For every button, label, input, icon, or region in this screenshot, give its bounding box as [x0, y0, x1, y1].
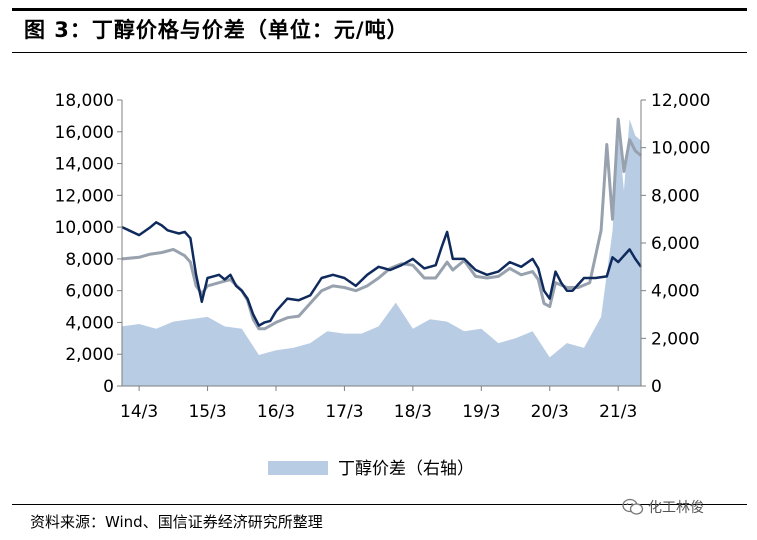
y-left-tick-label: 16,000 — [55, 123, 114, 143]
x-tick-label: 21/3 — [599, 402, 637, 422]
y-left-tick-label: 10,000 — [55, 218, 114, 238]
y-left-tick-label: 12,000 — [55, 186, 114, 206]
y-left-tick-label: 18,000 — [55, 91, 114, 111]
y-right-tick-label: 0 — [651, 377, 662, 397]
y-left-tick-label: 8,000 — [65, 250, 114, 270]
x-tick-label: 17/3 — [325, 402, 363, 422]
y-right-tick-label: 4,000 — [651, 282, 700, 302]
series-price-dark-line — [121, 221, 643, 327]
y-left-tick-label: 6,000 — [65, 282, 114, 302]
chart: 0 2,000 4,000 6,000 8,000 10,000 12,000 14,000 1… — [55, 91, 711, 479]
figure-title: 图 3：丁醇价格与价差（单位：元/吨） — [24, 18, 409, 42]
x-tick-label: 15/3 — [188, 402, 226, 422]
top-rule — [12, 8, 747, 11]
title-rule — [12, 52, 747, 53]
legend-label-spread: 丁醇价差（右轴） — [338, 459, 474, 479]
series-spread-area — [122, 119, 641, 386]
x-tick-label: 16/3 — [257, 402, 295, 422]
watermark-text: 化工林俊 — [648, 500, 704, 516]
y-right-tick-label: 12,000 — [651, 91, 710, 111]
y-right-tick-label: 8,000 — [651, 186, 700, 206]
wechat-icon — [622, 498, 644, 515]
source-note: 资料来源：Wind、国信证券经济研究所整理 — [30, 513, 323, 531]
legend-swatch-spread — [268, 461, 328, 475]
y-left-tick-label: 4,000 — [65, 313, 114, 333]
y-left-tick-label: 2,000 — [65, 345, 114, 365]
y-right-tick-label: 10,000 — [651, 139, 710, 159]
x-tick-label: 19/3 — [462, 402, 500, 422]
watermark: 化工林俊 — [622, 497, 704, 517]
y-left-tick-label: 0 — [103, 377, 114, 397]
y-left-tick-label: 14,000 — [55, 155, 114, 175]
x-tick-label: 18/3 — [394, 402, 432, 422]
y-right-tick-label: 2,000 — [651, 329, 700, 349]
x-tick-label: 14/3 — [120, 402, 158, 422]
bottom-rule — [12, 504, 747, 505]
x-tick-label: 20/3 — [531, 402, 569, 422]
y-right-tick-label: 6,000 — [651, 234, 700, 254]
